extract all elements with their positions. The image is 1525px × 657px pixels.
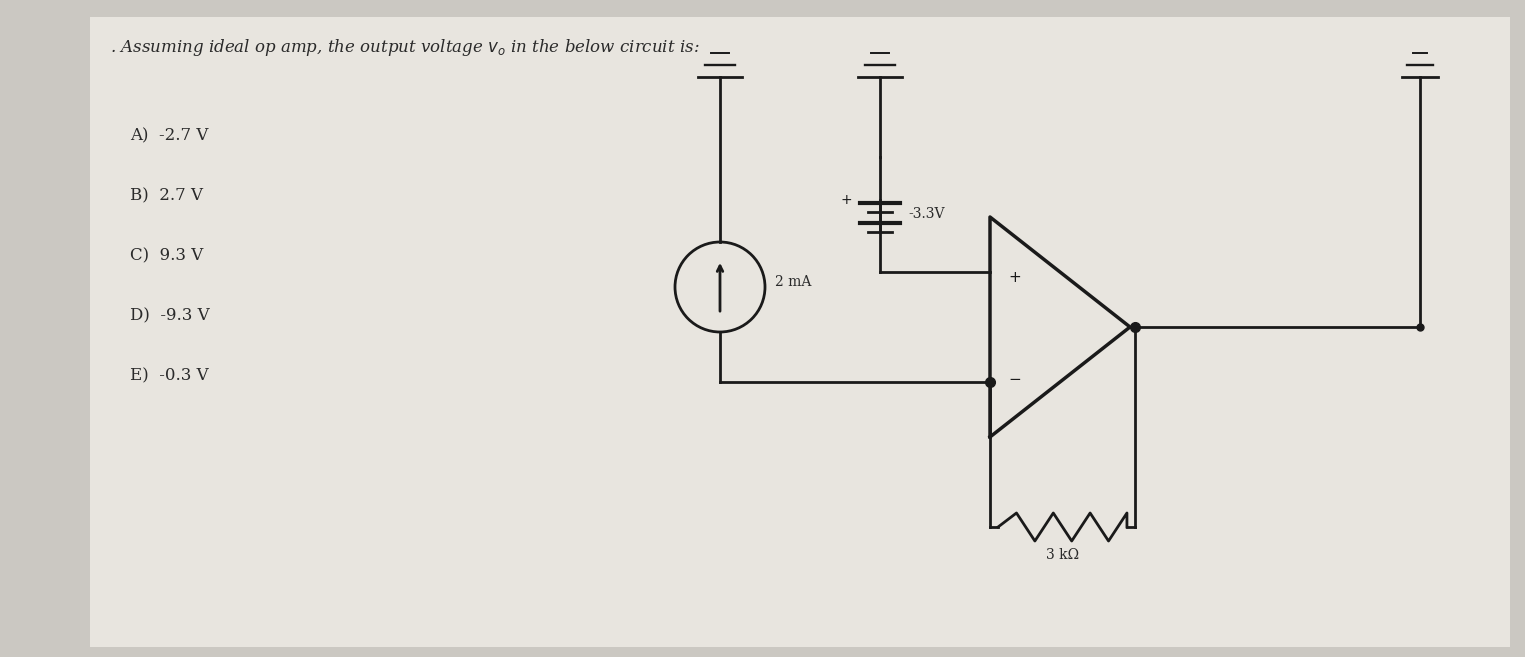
Text: A)  -2.7 V: A) -2.7 V bbox=[130, 127, 209, 144]
Text: $-$: $-$ bbox=[1008, 369, 1022, 384]
Text: +: + bbox=[840, 194, 852, 208]
Text: D)  -9.3 V: D) -9.3 V bbox=[130, 307, 209, 324]
Text: 2 mA: 2 mA bbox=[775, 275, 811, 289]
Text: 3 kΩ: 3 kΩ bbox=[1046, 548, 1080, 562]
Text: B)  2.7 V: B) 2.7 V bbox=[130, 187, 203, 204]
Text: C)  9.3 V: C) 9.3 V bbox=[130, 247, 203, 264]
Text: E)  -0.3 V: E) -0.3 V bbox=[130, 367, 209, 384]
Text: . Assuming ideal op amp, the output voltage $v_o$ in the below circuit is:: . Assuming ideal op amp, the output volt… bbox=[110, 37, 700, 58]
Text: -3.3V: -3.3V bbox=[907, 208, 944, 221]
Text: $+$: $+$ bbox=[1008, 269, 1022, 284]
